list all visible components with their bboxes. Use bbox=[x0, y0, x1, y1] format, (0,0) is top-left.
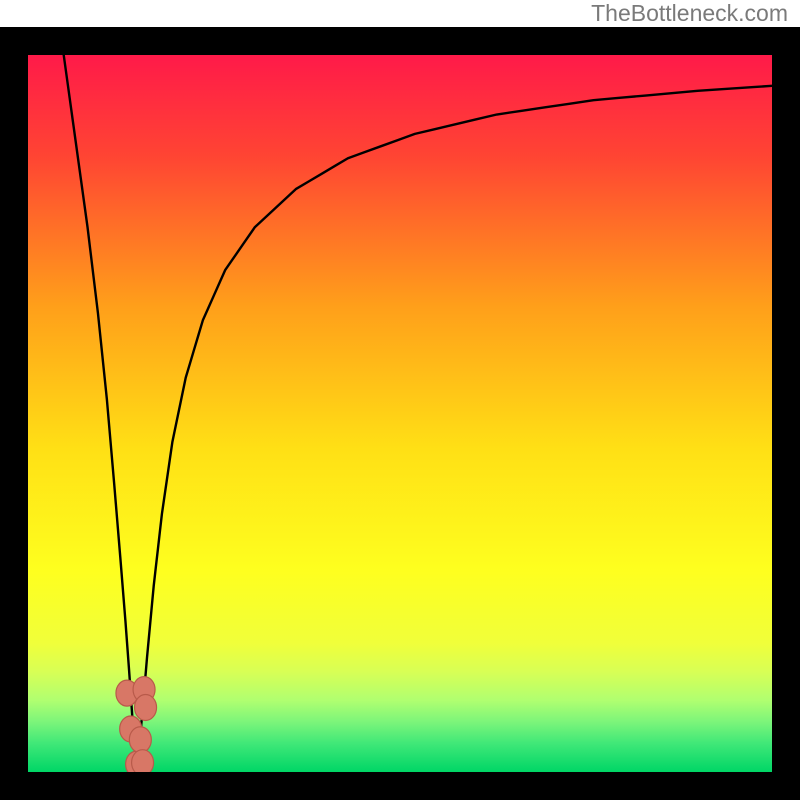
gradient-background bbox=[28, 55, 772, 772]
plot-area bbox=[28, 55, 772, 772]
watermark-text: TheBottleneck.com bbox=[591, 0, 788, 27]
chart-container: TheBottleneck.com bbox=[0, 0, 800, 800]
